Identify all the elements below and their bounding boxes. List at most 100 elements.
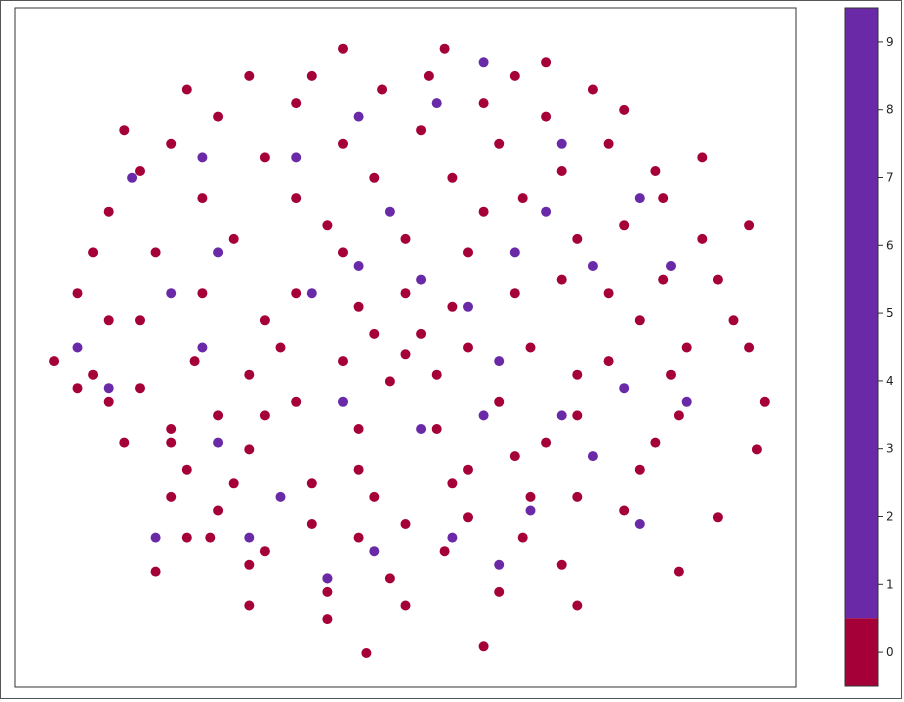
scatter-point-label-1-5 [353, 261, 364, 271]
scatter-point-label-0-117 [244, 369, 255, 380]
scatter-point-label-0-85 [400, 349, 411, 360]
scatter-point-label-0-60 [291, 193, 302, 204]
scatter-point-label-0-9 [572, 600, 583, 611]
scatter-point-label-0-130 [587, 84, 598, 95]
scatter-point-label-0-3 [228, 478, 239, 489]
scatter-point-label-0-111 [728, 315, 739, 326]
scatter-point-label-1-7 [463, 301, 473, 312]
scatter-point-label-0-2 [166, 424, 177, 434]
scatter-point-label-0-33 [634, 464, 645, 475]
colorbar-segment-1 [845, 8, 878, 619]
scatter-point-label-0-32 [572, 491, 583, 502]
scatter-point-label-1-25 [478, 57, 489, 68]
plot-border [14, 7, 797, 688]
scatter-point-label-1-14 [587, 261, 598, 271]
scatter-point-label-0-131 [181, 84, 192, 95]
scatter-point-label-0-6 [150, 566, 161, 577]
scatter-point-label-0-45 [135, 315, 145, 326]
scatter-point-label-0-127 [377, 84, 388, 95]
scatter-point-label-0-19 [338, 43, 348, 54]
scatter-point-label-0-71 [463, 247, 473, 258]
scatter-point-label-0-123 [463, 464, 473, 475]
scatter-point-label-0-124 [353, 464, 364, 475]
colorbar-tick-label-0: 0 [886, 645, 894, 659]
scatter-point-label-1-19 [369, 546, 380, 557]
scatter-point-label-0-120 [556, 274, 567, 285]
scatter-point-label-0-48 [244, 444, 255, 455]
scatter-point-label-0-99 [619, 505, 630, 516]
scatter-point-label-1-33 [166, 288, 177, 299]
colorbar-tick-label-1: 1 [886, 577, 894, 591]
scatter-point-label-0-41 [338, 138, 348, 149]
scatter-point-label-0-64 [213, 410, 224, 421]
scatter-point-label-0-17 [541, 57, 552, 68]
scatter-point-label-0-89 [463, 512, 473, 523]
scatter-point-label-0-10 [673, 566, 684, 577]
scatter-point-label-1-26 [353, 111, 364, 122]
scatter-point-label-0-63 [189, 356, 200, 367]
scatter-point-label-0-128 [306, 70, 317, 81]
scatter-point-label-0-119 [478, 206, 489, 217]
colorbar-segment-0 [845, 618, 878, 686]
scatter-point-label-0-134 [744, 220, 755, 231]
scatter-point-label-0-42 [259, 152, 270, 163]
scatter-point-label-0-79 [463, 342, 473, 353]
scatter-point-label-0-34 [673, 410, 684, 421]
scatter-point-label-1-4 [306, 288, 317, 299]
scatter-point-label-1-1 [197, 152, 208, 163]
colorbar-border [844, 7, 879, 687]
scatter-point-label-0-121 [572, 369, 583, 380]
scatter-point-label-0-26 [205, 532, 216, 543]
scatter-point-label-0-97 [666, 369, 676, 380]
scatter-point-label-0-25 [166, 491, 177, 502]
scatter-point-label-0-38 [556, 166, 567, 176]
scatter-point-label-0-22 [103, 206, 114, 217]
scatter-point-label-1-27 [291, 152, 302, 163]
scatter-point-label-1-15 [619, 383, 630, 394]
scatter-point-label-0-69 [525, 342, 536, 353]
colorbar-tick-label-6: 6 [886, 238, 894, 252]
scatter-point-label-0-49 [306, 478, 317, 489]
scatter-point-label-1-38 [556, 410, 567, 421]
scatter-point-label-0-125 [259, 410, 270, 421]
scatter-point-label-1-34 [103, 383, 114, 394]
scatter-point-label-0-94 [88, 369, 99, 380]
scatter-point-label-0-37 [619, 220, 630, 231]
scatter-point-label-0-86 [306, 519, 317, 529]
colorbar-ticks: 0 1 2 3 4 5 6 7 8 9 [878, 35, 894, 659]
scatter-point-label-0-129 [509, 70, 520, 81]
scatter-point-label-0-98 [650, 437, 661, 448]
scatter-point-label-0-54 [603, 356, 614, 367]
scatter-point-label-1-10 [416, 424, 427, 434]
colorbar-tick-label-8: 8 [886, 103, 894, 117]
scatter-point-label-0-80 [447, 301, 458, 312]
scatter-point-label-0-35 [681, 342, 692, 353]
scatter-point-label-0-132 [119, 125, 130, 136]
scatter-point-label-1-16 [587, 451, 598, 462]
scatter-point-label-1-22 [197, 342, 208, 353]
scatter-point-label-1-20 [275, 491, 286, 502]
scatter-point-label-1-23 [213, 247, 224, 258]
scatter-point-label-0-4 [322, 614, 333, 625]
scatter-point-label-1-9 [478, 410, 489, 421]
scatter-point-label-0-0 [72, 383, 83, 394]
colorbar-tick-label-3: 3 [886, 442, 894, 456]
scatter-point-label-0-93 [119, 437, 130, 448]
scatter-point-label-0-24 [49, 356, 60, 367]
scatter-point-label-0-65 [291, 396, 302, 407]
scatter-point-label-1-28 [556, 138, 567, 149]
scatter-point-label-0-126 [423, 70, 434, 81]
scatter-point-label-0-62 [197, 288, 208, 299]
colorbar-segments [845, 8, 878, 686]
scatter-point-label-0-5 [244, 600, 255, 611]
colorbar-tick-label-4: 4 [886, 374, 894, 388]
scatter-point-label-0-103 [322, 586, 333, 597]
scatter-point-label-0-81 [400, 288, 411, 299]
scatter-point-label-0-36 [658, 274, 669, 285]
scatter-point-label-0-20 [244, 70, 255, 81]
scatter-point-label-0-27 [259, 546, 270, 557]
scatter-point-label-0-114 [135, 166, 145, 176]
scatter-point-label-1-21 [213, 437, 224, 448]
scatter-point-label-0-102 [400, 600, 411, 611]
